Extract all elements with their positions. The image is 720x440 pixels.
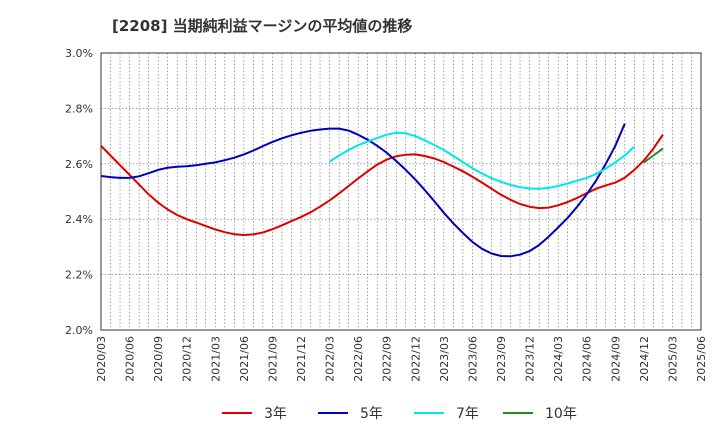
- x-tick-label: 2022/06: [352, 336, 365, 382]
- x-tick-label: 2022/03: [324, 336, 337, 382]
- x-tick-label: 2023/09: [495, 336, 508, 382]
- x-tick-label: 2021/12: [295, 336, 308, 382]
- chart-title: [2208] 当期純利益マージンの平均値の推移: [112, 17, 412, 35]
- y-tick-label: 2.8%: [65, 102, 93, 115]
- x-tick-label: 2020/03: [95, 336, 108, 382]
- x-tick-label: 2020/06: [124, 336, 137, 382]
- plot-frame: [100, 52, 702, 331]
- series-layer: [100, 123, 664, 258]
- legend-label: 7年: [456, 406, 479, 422]
- x-axis: 2020/03 2020/06 2020/09 2020/12 2021/03 2021/…: [95, 336, 708, 382]
- x-tick-label: 2021/03: [209, 336, 222, 382]
- x-tick-label: 2020/12: [181, 336, 194, 382]
- y-tick-label: 3.0%: [65, 47, 93, 60]
- x-tick-label: 2021/09: [266, 336, 279, 382]
- x-tick-label: 2024/06: [581, 336, 594, 382]
- x-tick-label: 2023/12: [524, 336, 537, 382]
- x-tick-label: 2024/09: [609, 336, 622, 382]
- x-tick-label: 2022/12: [409, 336, 422, 382]
- legend: 3年 5年 7年 10年: [222, 406, 577, 422]
- x-tick-label: 2023/03: [438, 336, 451, 382]
- x-tick-label: 2025/06: [695, 336, 708, 382]
- series-line: [329, 131, 635, 190]
- series-line: [100, 134, 664, 236]
- series-line: [100, 123, 626, 258]
- grid: [101, 53, 701, 330]
- x-tick-label: 2021/06: [238, 336, 251, 382]
- y-tick-label: 2.4%: [65, 213, 93, 226]
- y-tick-label: 2.0%: [65, 324, 93, 337]
- series-line: [643, 147, 664, 164]
- legend-label: 5年: [360, 406, 383, 422]
- y-tick-label: 2.2%: [65, 269, 93, 282]
- legend-label: 3年: [264, 406, 287, 422]
- x-tick-label: 2024/03: [552, 336, 565, 382]
- x-tick-label: 2023/06: [466, 336, 479, 382]
- legend-label: 10年: [545, 406, 577, 422]
- x-tick-label: 2020/09: [152, 336, 165, 382]
- x-tick-label: 2022/09: [381, 336, 394, 382]
- y-axis: 2.0% 2.2% 2.4% 2.6% 2.8% 3.0%: [65, 47, 93, 337]
- x-tick-label: 2025/03: [666, 336, 679, 382]
- x-tick-label: 2024/12: [638, 336, 651, 382]
- y-tick-label: 2.6%: [65, 158, 93, 171]
